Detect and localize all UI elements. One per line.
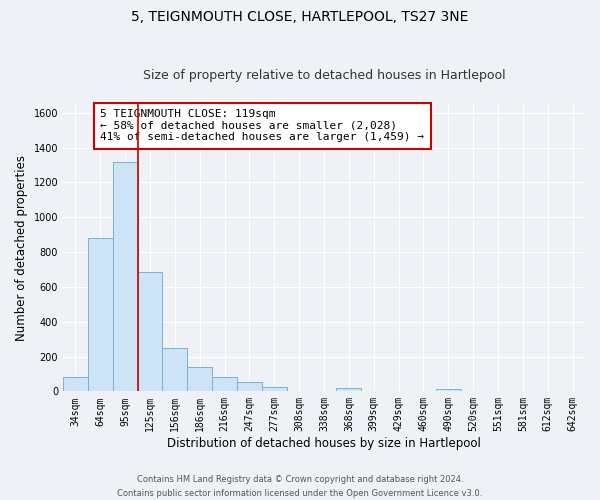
Text: 5 TEIGNMOUTH CLOSE: 119sqm
← 58% of detached houses are smaller (2,028)
41% of s: 5 TEIGNMOUTH CLOSE: 119sqm ← 58% of deta… (100, 109, 424, 142)
Bar (88, 238, 113, 392)
Bar (137, 272, 163, 392)
Y-axis label: Number of detached properties: Number of detached properties (15, 154, 28, 340)
Bar (262, 387, 287, 392)
Text: Contains HM Land Registry data © Crown copyright and database right 2024.
Contai: Contains HM Land Registry data © Crown c… (118, 476, 482, 498)
Bar (237, 382, 262, 392)
Bar (63, 376, 88, 392)
Bar (212, 376, 237, 392)
Bar (187, 367, 212, 392)
X-axis label: Distribution of detached houses by size in Hartlepool: Distribution of detached houses by size … (167, 437, 481, 450)
Title: Size of property relative to detached houses in Hartlepool: Size of property relative to detached ho… (143, 69, 505, 82)
Bar (436, 388, 461, 392)
Bar (337, 388, 361, 392)
Text: 5, TEIGNMOUTH CLOSE, HARTLEPOOL, TS27 3NE: 5, TEIGNMOUTH CLOSE, HARTLEPOOL, TS27 3N… (131, 10, 469, 24)
Bar (163, 348, 187, 392)
Bar (113, 162, 137, 392)
